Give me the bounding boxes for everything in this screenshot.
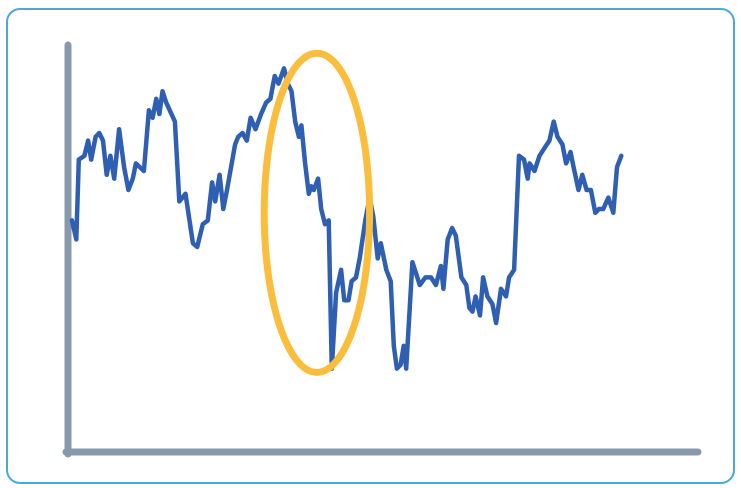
highlight-ellipse: [260, 49, 374, 376]
series-line-1: [69, 66, 624, 371]
